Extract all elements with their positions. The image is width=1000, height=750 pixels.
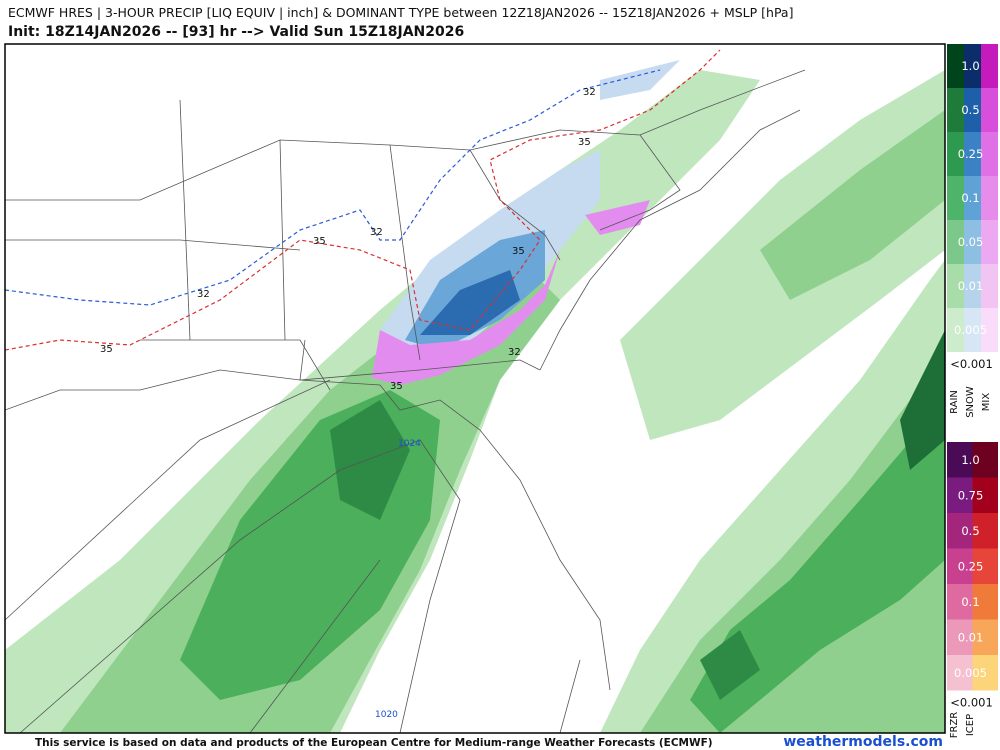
- legend-swatch: [947, 44, 964, 88]
- legend-level: 0.005: [954, 666, 987, 680]
- title: ECMWF HRES | 3-HOUR PRECIP [LIQ EQUIV | …: [8, 5, 793, 20]
- contour-label: 32: [197, 289, 210, 300]
- legend-swatch: [972, 584, 998, 620]
- legend-level: 0.01: [958, 279, 984, 293]
- legend-swatch: [972, 477, 998, 513]
- legend-swatch: [981, 220, 998, 264]
- legend-swatch: [964, 264, 981, 308]
- pressure-label: 1024: [398, 439, 421, 449]
- legend-swatch: [964, 88, 981, 132]
- legend-type: ICEP: [965, 714, 976, 736]
- contour-label: 32: [583, 87, 596, 98]
- legend-level: 0.75: [958, 488, 984, 502]
- legend-level: 0.25: [958, 559, 984, 573]
- legend-swatch: [972, 513, 998, 549]
- legend-level: 1.0: [961, 453, 979, 467]
- contour-label: 35: [578, 137, 591, 148]
- legend-swatch: [981, 176, 998, 220]
- legend-type: MIX: [981, 393, 992, 412]
- legend-swatch: [947, 176, 964, 220]
- legend-swatch: [964, 176, 981, 220]
- legend-swatch: [947, 442, 973, 478]
- pressure-label: 1020: [375, 710, 398, 720]
- legend-swatch: [964, 308, 981, 352]
- contour-label: 35: [512, 246, 525, 257]
- contour-label: 32: [370, 227, 383, 238]
- legend-level: 0.5: [961, 103, 979, 117]
- legend-swatch: [947, 619, 973, 655]
- legend-swatch: [947, 88, 964, 132]
- legend-type: SNOW: [965, 386, 976, 418]
- legend-level: 1.0: [961, 59, 979, 73]
- legend-swatch: [972, 548, 998, 584]
- contour-label: 35: [390, 381, 403, 392]
- map: 32 32 32 32 35 35 35 35 35 1024 1020: [4, 43, 946, 734]
- legend-level: 0.005: [954, 323, 987, 337]
- legend-swatch: [947, 584, 973, 620]
- legend-level: 0.5: [961, 524, 979, 538]
- legend-swatch: [964, 132, 981, 176]
- legend-swatch: [981, 308, 998, 352]
- subtitle: Init: 18Z14JAN2026 -- [93] hr --> Valid …: [8, 24, 464, 40]
- legend-type: RAIN: [949, 390, 960, 414]
- legend-swatch: [981, 88, 998, 132]
- brand: weathermodels.com: [783, 734, 943, 750]
- contour-label: 35: [313, 236, 326, 247]
- legend-level: <0.001: [950, 357, 993, 371]
- contour-label: 35: [100, 344, 113, 355]
- legend-swatch: [947, 513, 973, 549]
- contour-label: 32: [508, 347, 521, 358]
- legend-swatch: [947, 132, 964, 176]
- legend-swatch: [972, 655, 998, 691]
- legend-swatch: [947, 655, 973, 691]
- legend-level: 0.25: [958, 147, 984, 161]
- legend-swatch: [981, 132, 998, 176]
- legend-level: <0.001: [950, 696, 993, 710]
- legend-swatch: [947, 548, 973, 584]
- legend-level: 0.1: [961, 595, 979, 609]
- legend-swatch: [947, 308, 964, 352]
- legend: 1.0 0.5 0.25 0.1 0.05 0.01 0.005 <0.001 RAIN SNOW…: [947, 44, 998, 738]
- legend-swatch: [947, 264, 964, 308]
- footer-notice: This service is based on data and produc…: [35, 737, 713, 749]
- legend-level: 0.01: [958, 630, 984, 644]
- legend-swatch: [981, 44, 998, 88]
- legend-swatch: [964, 220, 981, 264]
- legend-swatch: [981, 264, 998, 308]
- legend-swatch: [972, 442, 998, 478]
- legend-level: 0.1: [961, 191, 979, 205]
- legend-swatch: [947, 220, 964, 264]
- legend-type: FRZR: [949, 712, 960, 739]
- legend-level: 0.05: [958, 235, 984, 249]
- legend-swatch: [972, 619, 998, 655]
- legend-swatch: [947, 477, 973, 513]
- legend-swatch: [964, 44, 981, 88]
